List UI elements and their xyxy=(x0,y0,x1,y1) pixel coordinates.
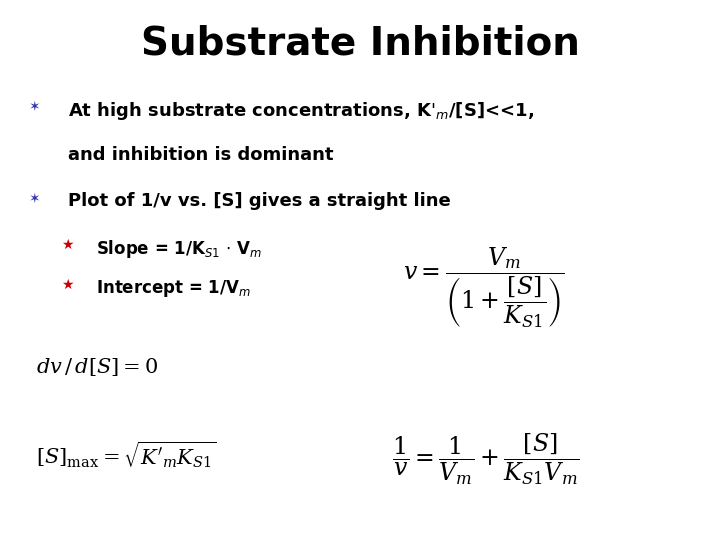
Text: $\dfrac{1}{v} = \dfrac{1}{V_m} + \dfrac{[S]}{K_{S1}V_m}$: $\dfrac{1}{v} = \dfrac{1}{V_m} + \dfrac{… xyxy=(392,432,580,487)
Text: At high substrate concentrations, K$'_m$/[S]<<1,: At high substrate concentrations, K$'_m$… xyxy=(68,100,534,122)
Text: $dv\,/\,d[S]=0$: $dv\,/\,d[S]=0$ xyxy=(36,356,158,379)
Text: $v = \dfrac{V_m}{\left(1 + \dfrac{[S]}{K_{S1}}\right)}$: $v = \dfrac{V_m}{\left(1 + \dfrac{[S]}{K… xyxy=(403,246,564,330)
Text: ✶: ✶ xyxy=(29,192,40,206)
Text: $[S]_{\mathrm{max}} = \sqrt{K'_m K_{S1}}$: $[S]_{\mathrm{max}} = \sqrt{K'_m K_{S1}}… xyxy=(36,440,217,471)
Text: ★: ★ xyxy=(61,238,73,252)
Text: Substrate Inhibition: Substrate Inhibition xyxy=(140,24,580,62)
Text: and inhibition is dominant: and inhibition is dominant xyxy=(68,146,334,164)
Text: ★: ★ xyxy=(61,278,73,292)
Text: Slope = 1/K$_{S1}$ $\cdot$ V$_m$: Slope = 1/K$_{S1}$ $\cdot$ V$_m$ xyxy=(96,238,262,260)
Text: ✶: ✶ xyxy=(29,100,40,114)
Text: Intercept = 1/V$_m$: Intercept = 1/V$_m$ xyxy=(96,278,251,299)
Text: Plot of 1/v vs. [S] gives a straight line: Plot of 1/v vs. [S] gives a straight lin… xyxy=(68,192,451,210)
